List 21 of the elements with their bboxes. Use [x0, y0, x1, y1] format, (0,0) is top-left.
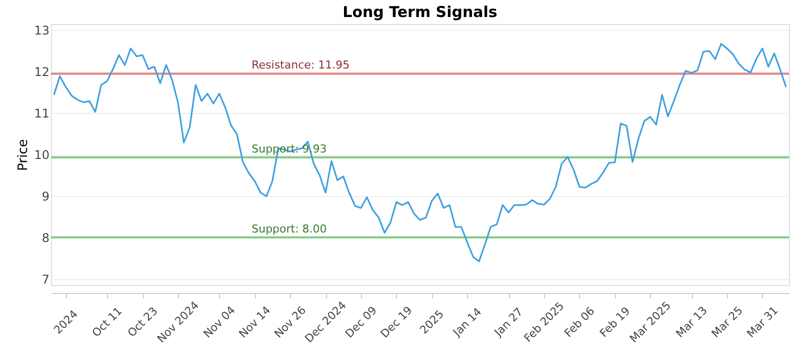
x-tick-label: Mar 13: [674, 304, 710, 340]
ref-line-label: Resistance: 11.95: [252, 58, 350, 72]
line-series: [53, 43, 787, 262]
x-tick-label: Nov 14: [236, 304, 274, 341]
y-tick-label: 7: [42, 272, 50, 286]
x-tick-label: Feb 06: [562, 304, 598, 340]
x-tick-label: Mar 31: [744, 304, 781, 340]
x-tick-label: Oct 11: [90, 304, 125, 340]
y-axis-title: Price: [16, 139, 32, 171]
y-tick-label: 12: [34, 65, 50, 80]
y-tick-label: 9: [42, 189, 50, 204]
chart-title: Long Term Signals: [342, 3, 498, 21]
y-tick-label: 11: [34, 106, 50, 121]
ref-line-label: Support: 8.00: [252, 222, 327, 236]
x-tick-label: Jan 14: [450, 305, 484, 340]
x-tick-label: Dec 19: [378, 304, 415, 340]
y-tick-label: 13: [34, 24, 50, 38]
y-tick-label: 8: [42, 230, 50, 245]
x-tick-label: Mar 25: [709, 304, 746, 340]
y-tick-label: 10: [34, 148, 50, 162]
x-tick-label: Nov 04: [201, 304, 238, 341]
